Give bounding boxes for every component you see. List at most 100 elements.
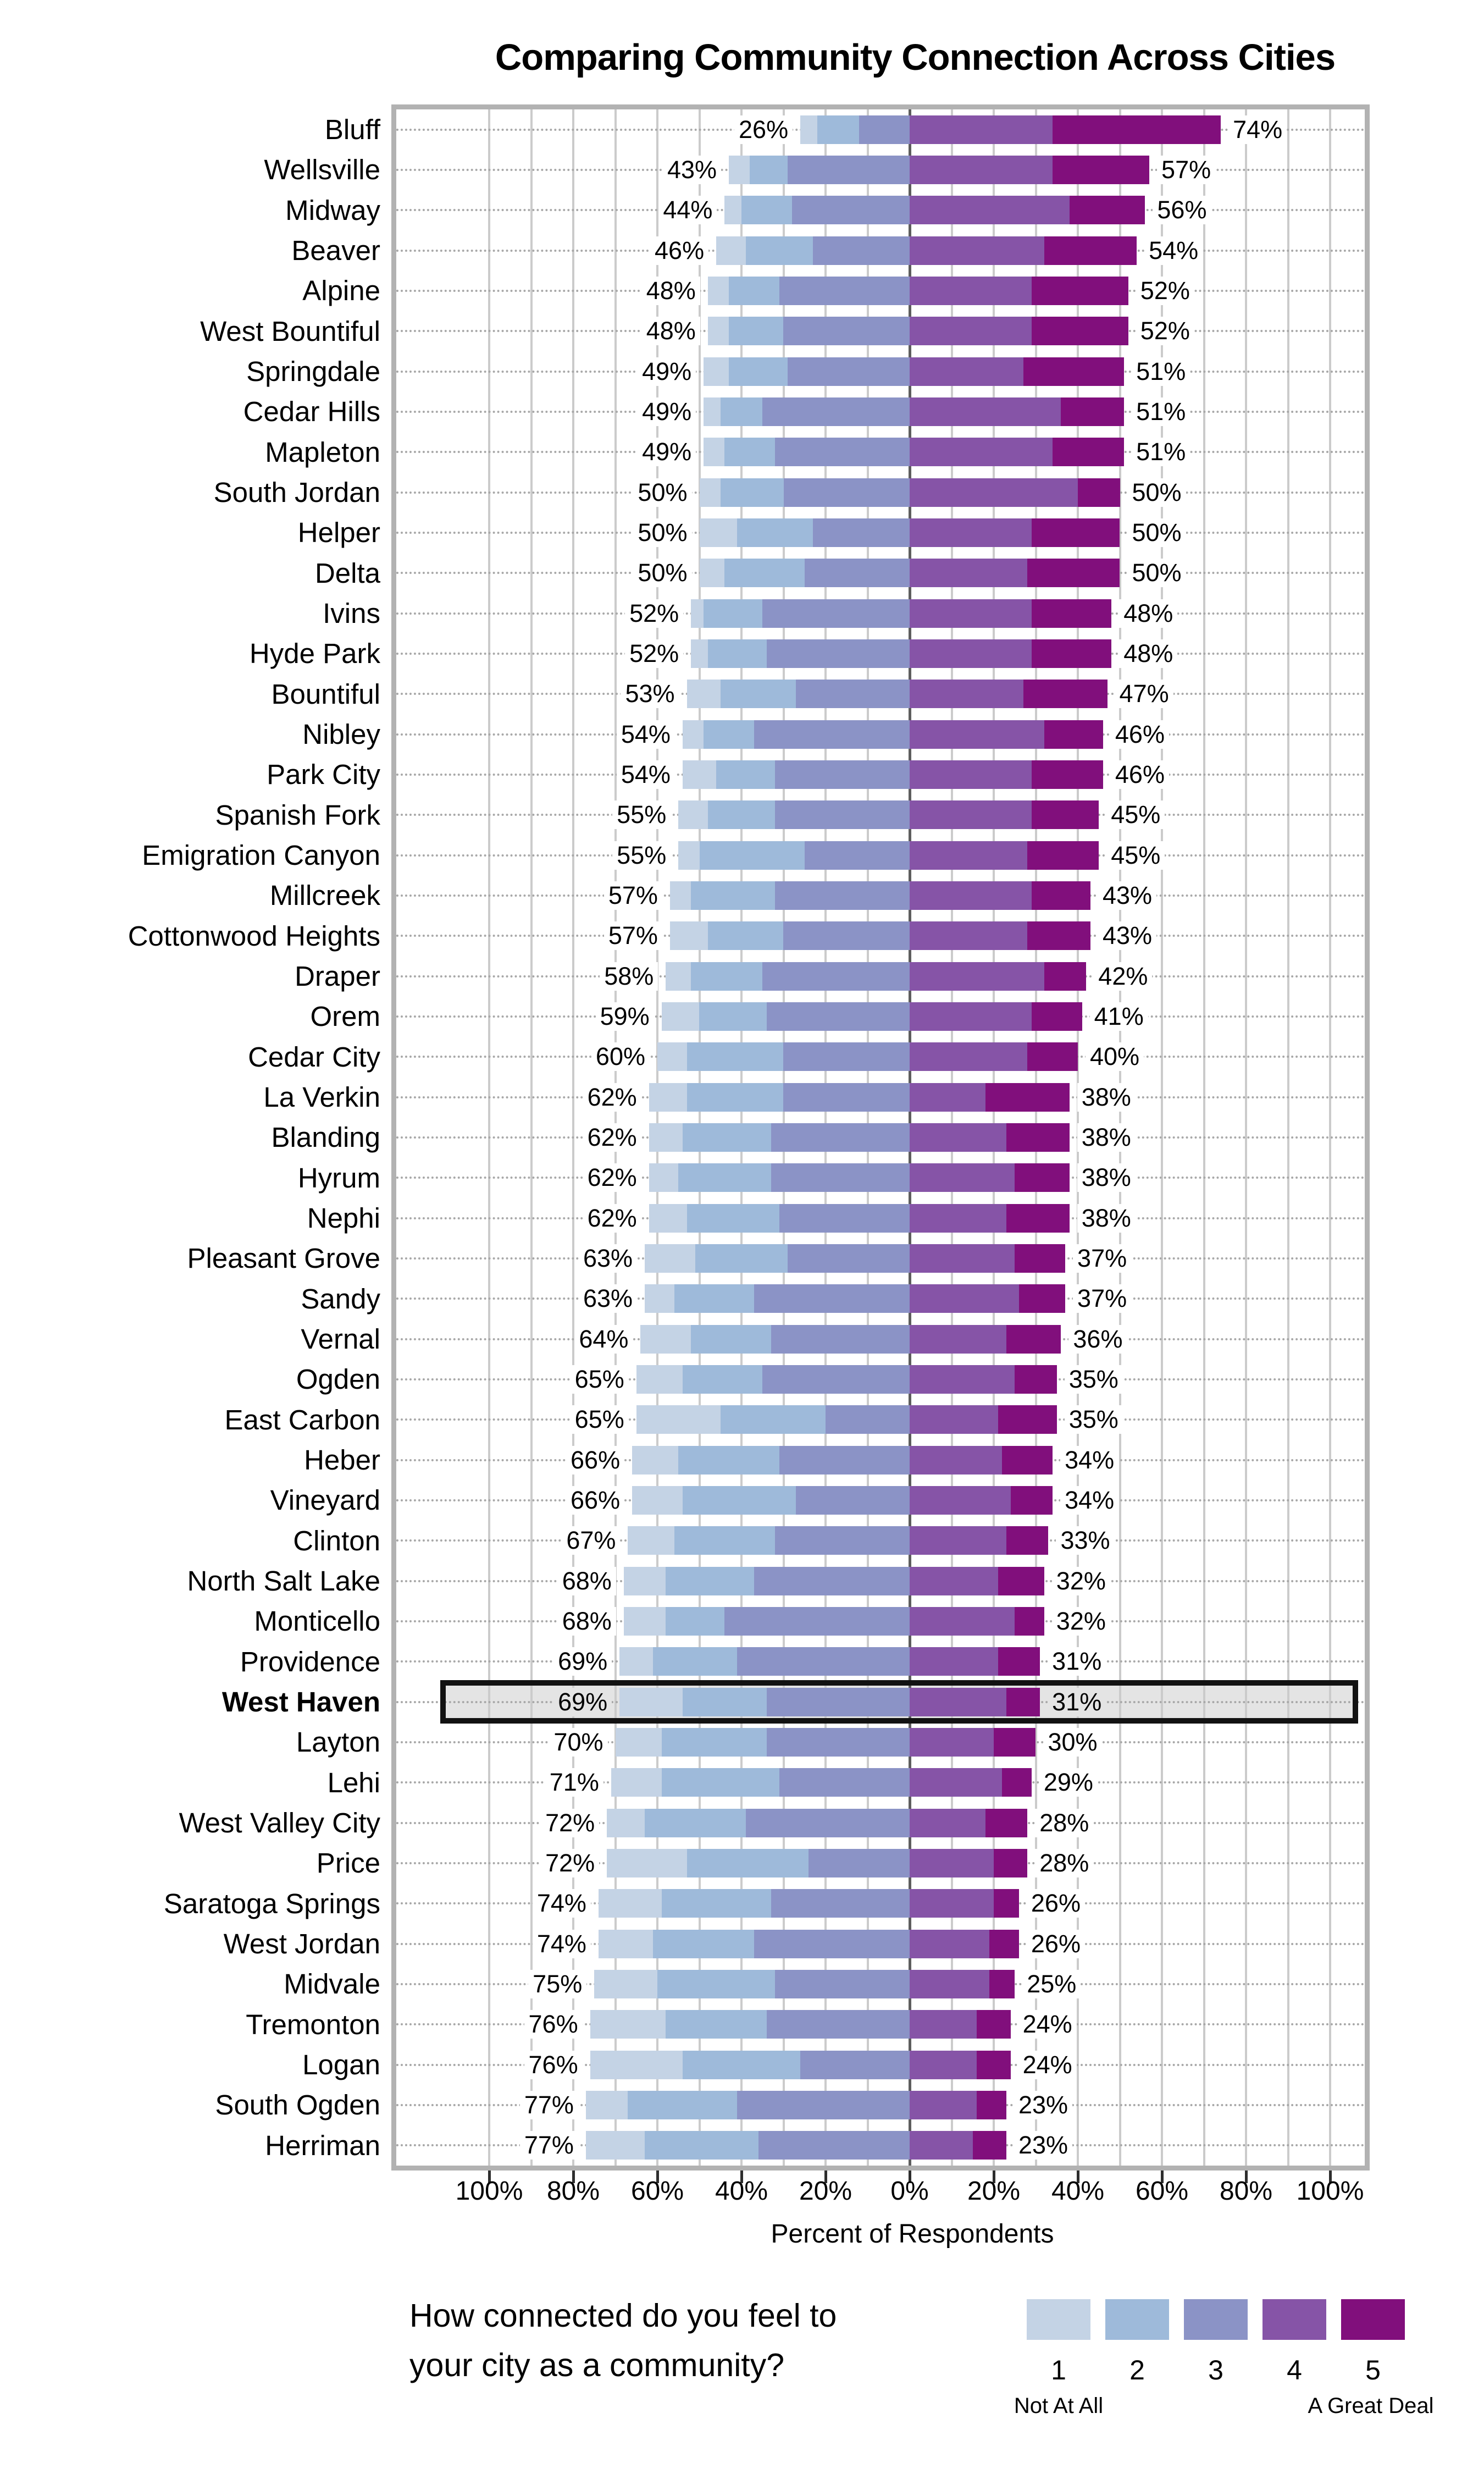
bar-segment-level-2	[817, 115, 860, 144]
left-value-label: 72%	[541, 1808, 600, 1837]
bar-segment-level-2	[682, 1123, 771, 1152]
right-value-label: 34%	[1060, 1445, 1119, 1475]
right-value-label: 34%	[1060, 1485, 1119, 1515]
bar-segment-level-3	[766, 1727, 910, 1757]
stacked-bar	[657, 1042, 1078, 1072]
chart-row: 77% 23%	[396, 2125, 1365, 2166]
left-value-label: 55%	[612, 800, 671, 830]
left-value-label: 26%	[734, 115, 793, 144]
stacked-bar	[623, 1566, 1044, 1595]
bar-segment-level-5	[1002, 1768, 1032, 1797]
city-label: Springdale	[246, 356, 380, 387]
bar-segment-level-5	[1031, 518, 1120, 547]
right-value-label: 51%	[1132, 357, 1190, 386]
bar-segment-level-3	[783, 921, 910, 951]
stacked-bar	[594, 1969, 1015, 1998]
left-value-label: 48%	[641, 317, 700, 346]
stacked-bar	[678, 800, 1099, 830]
left-value-label: 68%	[557, 1566, 616, 1595]
bar-segment-level-5	[989, 1929, 1019, 1958]
bar-segment-level-3	[775, 800, 910, 830]
bar-segment-level-2	[699, 841, 805, 870]
left-value-label: 44%	[658, 196, 717, 225]
stacked-bar	[615, 1727, 1036, 1757]
bar-segment-level-4	[909, 1002, 1032, 1031]
chart-row: 26% 74%	[396, 109, 1365, 150]
bar-segment-level-3	[766, 2010, 910, 2039]
right-value-label: 32%	[1051, 1566, 1110, 1595]
stacked-bar	[619, 1687, 1040, 1716]
x-tick-mark	[1329, 2171, 1332, 2183]
bar-segment-level-1	[632, 1485, 683, 1515]
bar-segment-level-1	[598, 1889, 662, 1918]
stacked-bar	[699, 478, 1120, 507]
right-value-label: 48%	[1119, 639, 1178, 668]
left-value-label: 68%	[557, 1606, 616, 1636]
bar-segment-level-2	[645, 2131, 758, 2160]
bar-segment-level-4	[909, 680, 1023, 709]
bar-segment-level-3	[779, 1203, 910, 1233]
bar-segment-level-3	[826, 1405, 910, 1434]
bar-segment-level-4	[909, 2090, 977, 2119]
right-value-label: 24%	[1018, 2050, 1077, 2079]
stacked-bar	[716, 236, 1137, 265]
bar-segment-level-3	[771, 1163, 910, 1192]
x-tick-mark	[1077, 2171, 1079, 2183]
chart-row: 77% 23%	[396, 2085, 1365, 2125]
chart-row: 46% 54%	[396, 230, 1365, 270]
bar-segment-level-1	[615, 1727, 662, 1757]
legend-swatch-level-2	[1105, 2299, 1169, 2340]
left-value-label: 57%	[603, 881, 662, 910]
right-value-label: 40%	[1086, 1042, 1144, 1072]
bar-segment-level-1	[678, 800, 708, 830]
city-label: Park City	[267, 759, 380, 791]
stacked-bar	[729, 155, 1150, 184]
bar-segment-level-5	[1031, 317, 1128, 346]
city-label: South Jordan	[213, 477, 380, 508]
right-value-label: 48%	[1119, 599, 1178, 628]
bar-segment-level-2	[720, 1405, 826, 1434]
right-value-label: 52%	[1136, 317, 1194, 346]
bar-segment-level-3	[771, 1324, 910, 1354]
left-value-label: 49%	[638, 438, 696, 467]
right-value-label: 51%	[1132, 397, 1190, 426]
city-label: Hyde Park	[249, 638, 380, 670]
bar-segment-level-3	[775, 1969, 910, 1998]
bar-segment-level-5	[1023, 680, 1108, 709]
bar-segment-level-1	[707, 276, 729, 305]
bar-segment-level-2	[737, 518, 813, 547]
bar-segment-level-1	[669, 881, 691, 910]
bar-segment-level-3	[796, 680, 910, 709]
bar-segment-level-4	[909, 1889, 994, 1918]
chart-row: 48% 52%	[396, 270, 1365, 311]
bar-segment-level-5	[1015, 1163, 1070, 1192]
stacked-bar	[645, 1284, 1066, 1313]
bar-segment-level-4	[909, 881, 1032, 910]
chart-title: Comparing Community Connection Across Ci…	[495, 37, 1336, 78]
chart-row: 75% 25%	[396, 1964, 1365, 2004]
left-value-label: 48%	[641, 276, 700, 305]
right-value-label: 43%	[1098, 921, 1157, 951]
bar-segment-level-2	[682, 1365, 763, 1394]
bar-segment-level-2	[720, 680, 796, 709]
left-value-label: 50%	[633, 559, 692, 588]
x-tick-label: 20%	[799, 2177, 852, 2206]
bar-segment-level-3	[762, 599, 910, 628]
stacked-bar	[623, 1606, 1044, 1636]
left-value-label: 60%	[591, 1042, 650, 1072]
highlight-row-border	[440, 1680, 1358, 1724]
stacked-bar	[678, 841, 1099, 870]
bar-segment-level-4	[909, 720, 1044, 749]
right-value-label: 35%	[1064, 1405, 1123, 1434]
legend-question-line1: How connected do you feel to	[409, 2298, 837, 2334]
city-label: Heber	[304, 1444, 380, 1476]
bar-segment-level-1	[623, 1566, 666, 1595]
bar-segment-level-1	[707, 317, 729, 346]
right-value-label: 50%	[1127, 559, 1186, 588]
bar-segment-level-4	[909, 1768, 1003, 1797]
bar-segment-level-1	[699, 478, 721, 507]
chart-row: 57% 43%	[396, 875, 1365, 915]
left-value-label: 62%	[583, 1083, 641, 1112]
bar-segment-level-1	[704, 357, 729, 386]
left-value-label: 46%	[650, 236, 709, 265]
